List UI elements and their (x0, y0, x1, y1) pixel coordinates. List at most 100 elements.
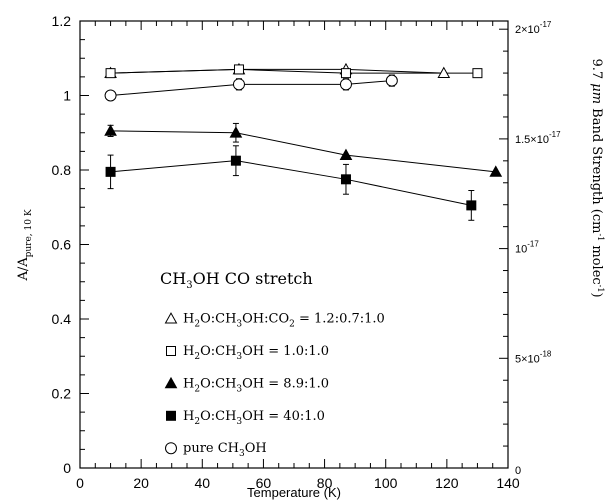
y-axis-title-sub: pure, 10 K (24, 209, 34, 257)
y-tick-label: 0.2 (52, 386, 72, 402)
legend-part: OH:CO (242, 312, 289, 327)
x-tick-label: 40 (194, 475, 210, 491)
right-title-sup: -1 (596, 233, 605, 241)
right-title-sup: -1 (596, 285, 605, 293)
right-title-part: ) (589, 292, 604, 297)
square-filled-line (110, 160, 472, 206)
legend-sub: 3 (236, 417, 242, 427)
x-tick-label: 100 (374, 475, 398, 491)
legend-part: O:CH (200, 344, 236, 359)
legend-sub: 3 (236, 320, 242, 330)
legend-title-part: OH CO stretch (193, 269, 313, 288)
legend-entry-label: H2O:CH3OH = 1.0:1.0 (183, 344, 329, 362)
error-bars (107, 74, 475, 221)
right-tick-mantissa: 2×10 (515, 24, 540, 36)
legend-part: O:CH (200, 312, 236, 327)
y-tick-label: 0 (63, 460, 71, 476)
legend-entry-label: H2O:CH3OH = 40:1.0 (183, 409, 325, 427)
legend-title: CH3OH CO stretch (160, 269, 313, 291)
triangle-filled-marker (489, 165, 503, 177)
square-filled-marker (466, 200, 477, 211)
square-open-marker (340, 68, 351, 79)
y-tick-label: 0.4 (52, 311, 72, 327)
right-tick-mantissa: 1.5×10 (515, 134, 549, 146)
square-open-marker (166, 346, 176, 356)
legend-entry-label: H2O:CH3OH:CO2 = 1.2:0.7:1.0 (183, 312, 385, 330)
right-axis-title: 9.7 μm Band Strength (cm-1 molec-1) (589, 58, 605, 297)
triangle-filled-marker (104, 124, 117, 136)
x-tick-label: 80 (317, 475, 333, 491)
right-axis-tick-label: 0 (515, 465, 521, 477)
right-tick-exponent: -17 (540, 20, 552, 29)
right-tick-mantissa: 0 (515, 465, 521, 477)
x-tick-label: 0 (76, 475, 84, 491)
triangle-open-marker (437, 66, 451, 79)
legend-part: pure CH (183, 441, 239, 456)
legend-sub: 3 (236, 352, 242, 362)
y-axis-title: A/Apure, 10 K (16, 209, 34, 281)
circle-open-line (110, 80, 392, 96)
triangle-filled-marker (164, 376, 178, 389)
x-tick-label: 60 (256, 475, 272, 491)
square-filled-marker (340, 174, 351, 185)
legend-sub: 2 (194, 417, 200, 427)
x-tick-label: 120 (435, 475, 459, 491)
triangle-filled-marker (229, 126, 243, 138)
legend-entry-label: pure CH3OH (183, 441, 267, 459)
legend-part: O:CH (200, 376, 236, 391)
legend-sub: 2 (289, 320, 295, 330)
legend-part: OH (245, 441, 267, 456)
square-filled-marker (166, 410, 176, 421)
square-open-marker (105, 68, 116, 79)
axis-ticks (79, 20, 509, 469)
right-title-part: μm (589, 83, 604, 104)
square-open-marker (472, 68, 483, 79)
legend-entry-label: H2O:CH3OH = 8.9:1.0 (183, 376, 329, 394)
circle-open-marker (104, 89, 117, 102)
circle-open-marker (339, 78, 352, 91)
right-tick-exponent: -17 (527, 240, 539, 249)
right-tick-exponent: -18 (540, 349, 552, 358)
right-axis-tick-label: 5×10-18 (515, 349, 552, 365)
legend-part: H (183, 312, 194, 327)
legend-sub: 2 (194, 384, 200, 394)
y-tick-label: 0.8 (52, 162, 72, 178)
plot-frame (79, 20, 509, 469)
legend-part: = 1.2:0.7:1.0 (295, 312, 385, 327)
right-tick-mantissa: 10 (515, 244, 527, 256)
x-tick-label: 140 (496, 475, 520, 491)
right-title-part: 9.7 (589, 58, 604, 83)
right-title-part: molec (589, 241, 604, 284)
triangle-open-marker (164, 312, 178, 324)
square-open-marker (233, 64, 244, 75)
right-axis-tick-label: 10-17 (515, 240, 539, 256)
series-lines (110, 68, 496, 206)
legend-part: H (183, 376, 194, 391)
legend-part: H (183, 409, 194, 424)
legend-sub: 3 (239, 449, 245, 459)
circle-open-marker (385, 74, 398, 87)
x-tick-label: 20 (133, 475, 149, 491)
triangle-filled-line (110, 130, 496, 173)
x-axis-title: Temperature (K) (247, 485, 341, 500)
right-title-part: Band Strength (cm (589, 104, 604, 233)
data-markers (104, 62, 503, 211)
square-open-line (110, 68, 478, 74)
y-tick-label: 1.2 (52, 13, 72, 29)
square-filled-marker (230, 155, 241, 166)
square-filled-marker (105, 166, 116, 177)
right-tick-exponent: -17 (549, 130, 561, 139)
circle-open-marker (165, 442, 177, 455)
right-axis-tick-label: 2×10-17 (515, 20, 552, 36)
legend-part: OH = 1.0:1.0 (242, 344, 329, 359)
circle-open-marker (232, 78, 245, 91)
legend-sub: 2 (194, 352, 200, 362)
right-axis-tick-label: 1.5×10-17 (515, 130, 561, 146)
y-axis-title-main: A/A (16, 257, 31, 282)
legend-part: OH = 8.9:1.0 (242, 376, 329, 391)
legend-part: OH = 40:1.0 (242, 409, 325, 424)
